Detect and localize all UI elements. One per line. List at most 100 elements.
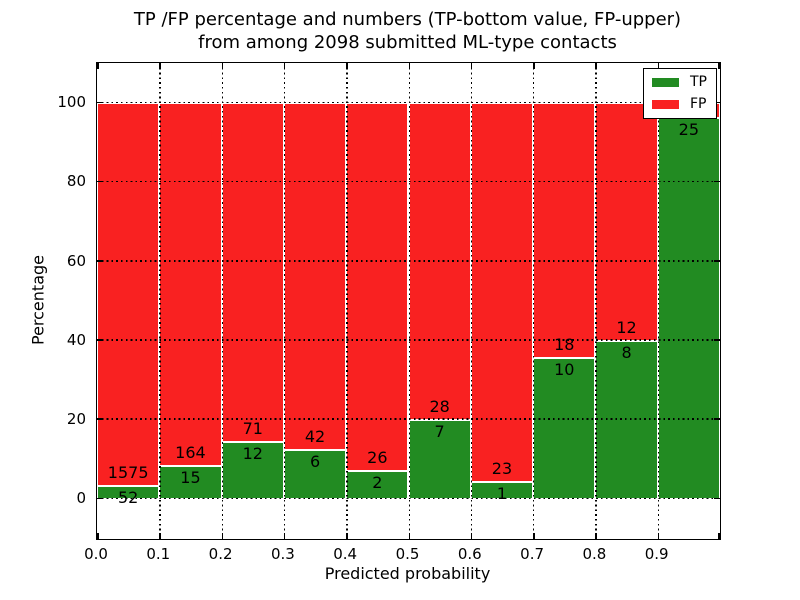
y-tick-mark xyxy=(97,339,103,341)
y-tick-mark xyxy=(714,339,720,341)
fp-count-label: 12 xyxy=(616,317,637,337)
tp-count-label: 1 xyxy=(496,484,508,504)
x-tick-mark xyxy=(595,533,597,539)
x-tick-mark xyxy=(595,63,597,69)
tp-count-label: 2 xyxy=(372,472,383,492)
x-axis-label: Predicted probability xyxy=(324,564,491,583)
x-tick-mark xyxy=(408,63,410,69)
x-tick-label: 0.3 xyxy=(270,545,295,563)
legend: TP FP xyxy=(643,68,717,119)
y-tick-label: 20 xyxy=(66,409,86,428)
y-tick-mark xyxy=(97,260,103,262)
tp-count-label: 8 xyxy=(621,342,632,362)
vertical-gridline xyxy=(595,63,597,539)
x-tick-mark xyxy=(283,63,286,69)
plot-area: 1575 52 164 15 71 12 42 6 26 2 28 7 23 1 18 10 12 8 25 TP … xyxy=(96,62,721,540)
fp-count-label: 42 xyxy=(304,426,326,446)
y-tick-label: 100 xyxy=(57,93,86,112)
x-tick-label: 0.0 xyxy=(84,545,108,563)
x-tick-mark xyxy=(718,63,720,69)
x-tick-label: 0.1 xyxy=(146,545,171,563)
y-tick-label: 80 xyxy=(66,172,86,191)
x-tick-mark xyxy=(408,533,410,539)
tp-legend-label: TP xyxy=(690,74,707,90)
fp-legend-label: FP xyxy=(690,96,707,112)
x-tick-mark xyxy=(657,533,660,539)
x-tick-mark xyxy=(159,63,161,69)
y-tick-mark xyxy=(714,260,720,262)
tp-legend-swatch-icon xyxy=(652,77,679,87)
x-tick-mark xyxy=(283,533,286,539)
x-tick-label: 0.7 xyxy=(520,545,545,563)
fp-count-label: 164 xyxy=(175,442,206,462)
x-tick-label: 0.9 xyxy=(644,545,669,563)
fp-bar-segment xyxy=(533,103,596,358)
x-tick-mark xyxy=(470,63,473,69)
y-tick-mark xyxy=(714,418,720,420)
tp-count-label: 10 xyxy=(554,359,575,379)
fp-count-label: 71 xyxy=(242,418,263,438)
fp-bar-segment xyxy=(346,103,409,471)
fp-count-label: 28 xyxy=(429,396,450,416)
x-tick-label: 0.4 xyxy=(333,545,358,563)
bars-layer xyxy=(97,63,720,539)
y-tick-mark xyxy=(97,418,103,420)
x-tick-label: 0.6 xyxy=(457,545,482,563)
x-tick-mark xyxy=(159,533,161,539)
x-tick-mark xyxy=(97,63,99,69)
chart-title: TP /FP percentage and numbers (TP-bottom… xyxy=(96,8,719,54)
tp-bar-segment xyxy=(533,357,596,499)
fp-bar-segment xyxy=(595,103,658,341)
x-tick-mark xyxy=(221,533,224,539)
x-tick-label: 0.8 xyxy=(582,545,607,563)
y-tick-label: 40 xyxy=(66,330,86,349)
y-tick-label: 0 xyxy=(76,489,86,507)
tp-count-label: 15 xyxy=(180,467,201,487)
y-tick-mark xyxy=(714,180,720,183)
vertical-gridline xyxy=(533,63,535,539)
grid-layer xyxy=(97,63,720,539)
y-tick-mark xyxy=(714,497,720,499)
x-tick-mark xyxy=(718,533,720,539)
fp-count-label: 1575 xyxy=(107,463,149,483)
tp-count-label: 7 xyxy=(434,421,445,441)
x-tick-label: 0.5 xyxy=(395,545,420,563)
x-tick-mark xyxy=(97,533,99,539)
vertical-gridline xyxy=(346,63,348,539)
x-tick-mark xyxy=(657,63,660,69)
legend-entry-tp: TP xyxy=(652,75,707,89)
x-tick-mark xyxy=(346,533,348,539)
chart-title-line1: TP /FP percentage and numbers (TP-bottom… xyxy=(133,9,682,30)
x-tick-mark xyxy=(346,63,348,69)
vertical-gridline xyxy=(283,63,286,539)
bar-count-labels-layer: 1575 52 164 15 71 12 42 6 26 2 28 7 23 1 18 10 12 8 25 xyxy=(97,63,720,539)
y-tick-mark xyxy=(97,180,103,183)
vertical-gridline xyxy=(159,63,161,539)
tp-count-label: 6 xyxy=(309,451,321,471)
fp-legend-swatch-icon xyxy=(652,99,679,109)
tp-bar-segment xyxy=(595,340,658,499)
tp-count-label: 25 xyxy=(678,120,700,140)
chart-title-line2: from among 2098 submitted ML-type contac… xyxy=(198,32,617,53)
y-tick-mark xyxy=(97,497,103,499)
vertical-gridline xyxy=(408,63,410,539)
fp-count-label: 23 xyxy=(491,459,513,479)
x-tick-mark xyxy=(221,63,224,69)
x-tick-mark xyxy=(533,533,535,539)
fp-count-label: 26 xyxy=(367,447,388,467)
legend-entry-fp: FP xyxy=(652,97,707,111)
vertical-gridline xyxy=(657,63,660,539)
fp-bar-segment xyxy=(97,103,160,487)
fp-count-label: 18 xyxy=(554,334,575,354)
x-tick-label: 0.2 xyxy=(208,545,233,563)
y-tick-mark xyxy=(714,101,720,104)
y-tick-label: 60 xyxy=(66,251,86,270)
x-tick-mark xyxy=(533,63,535,69)
x-tick-mark xyxy=(470,533,473,539)
fp-bar-segment xyxy=(159,103,222,466)
tp-count-label: 12 xyxy=(242,443,263,463)
y-tick-mark xyxy=(97,101,103,104)
tp-count-label: 52 xyxy=(117,488,139,508)
vertical-gridline xyxy=(470,63,473,539)
